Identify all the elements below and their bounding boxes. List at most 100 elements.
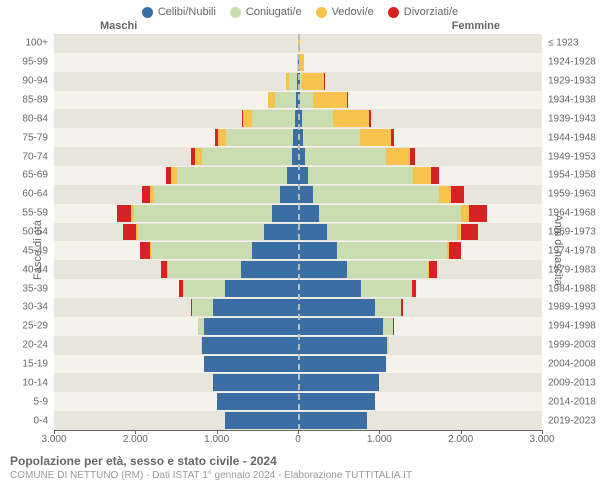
age-group-label: 60-64 xyxy=(22,189,54,200)
x-tick-label: 2.000 xyxy=(123,434,148,445)
bar-segment-married xyxy=(337,242,447,259)
birth-year-label: 2009-2013 xyxy=(542,377,596,388)
bar-segment-widowed xyxy=(386,148,410,165)
bar-segment-divorced xyxy=(451,186,464,203)
bar-segment-widowed xyxy=(461,205,468,222)
bar-segment-married xyxy=(202,148,291,165)
male-bar xyxy=(54,205,298,222)
bar-segment-divorced xyxy=(369,110,371,127)
male-header: Maschi xyxy=(100,20,137,32)
legend-item: Vedovi/e xyxy=(316,6,374,18)
bar-segment-married xyxy=(347,261,428,278)
female-bar xyxy=(298,280,542,297)
bar-segment-single xyxy=(202,337,298,354)
birth-year-label: 1954-1958 xyxy=(542,170,596,181)
age-group-label: 0-4 xyxy=(34,415,54,426)
x-tick-label: 3.000 xyxy=(529,434,554,445)
center-line xyxy=(298,34,300,430)
birth-year-label: 2004-2008 xyxy=(542,359,596,370)
birth-year-label: 1934-1938 xyxy=(542,95,596,106)
birth-year-label: 2019-2023 xyxy=(542,415,596,426)
female-bar xyxy=(298,242,542,259)
bar-segment-married xyxy=(305,148,386,165)
male-bar xyxy=(54,242,298,259)
age-group-label: 90-94 xyxy=(22,76,54,87)
age-group-label: 100+ xyxy=(25,38,54,49)
birth-year-label: 1974-1978 xyxy=(542,245,596,256)
bar-segment-widowed xyxy=(413,167,431,184)
female-bar xyxy=(298,356,542,373)
female-bar xyxy=(298,393,542,410)
female-bar xyxy=(298,110,542,127)
age-group-label: 10-14 xyxy=(22,377,54,388)
bar-segment-married xyxy=(375,299,401,316)
bar-segment-single xyxy=(298,280,361,297)
x-tick-label: 1.000 xyxy=(204,434,229,445)
legend-item: Celibi/Nubili xyxy=(142,6,216,18)
bar-segment-married xyxy=(383,318,393,335)
legend-dot xyxy=(388,7,399,18)
birth-year-label: 1929-1933 xyxy=(542,76,596,87)
female-bar xyxy=(298,412,542,429)
bar-segment-divorced xyxy=(117,205,131,222)
bar-segment-single xyxy=(280,186,298,203)
bar-segment-single xyxy=(213,299,298,316)
birth-year-label: 1994-1998 xyxy=(542,321,596,332)
bar-segment-divorced xyxy=(461,224,477,241)
bar-segment-married xyxy=(177,167,287,184)
birth-year-label: 1959-1963 xyxy=(542,189,596,200)
male-bar xyxy=(54,186,298,203)
bar-segment-married xyxy=(303,129,360,146)
female-bar xyxy=(298,186,542,203)
x-tick-label: 0 xyxy=(295,434,301,445)
bar-segment-single xyxy=(213,374,298,391)
birth-year-label: 1989-1993 xyxy=(542,302,596,313)
age-group-label: 15-19 xyxy=(22,359,54,370)
male-bar xyxy=(54,412,298,429)
female-bar xyxy=(298,54,542,71)
female-bar xyxy=(298,205,542,222)
age-group-label: 70-74 xyxy=(22,151,54,162)
bar-segment-single xyxy=(298,261,347,278)
birth-year-label: 2014-2018 xyxy=(542,396,596,407)
gender-header: Maschi Femmine xyxy=(0,20,600,32)
age-group-label: 80-84 xyxy=(22,113,54,124)
footer-sub: COMUNE DI NETTUNO (RM) - Dati ISTAT 1° g… xyxy=(10,470,590,481)
male-bar xyxy=(54,356,298,373)
x-axis: 3.0002.0001.00001.0002.0003.000 xyxy=(54,430,542,448)
bar-segment-single xyxy=(241,261,298,278)
female-bar xyxy=(298,35,542,52)
bar-segment-divorced xyxy=(123,224,136,241)
age-group-label: 55-59 xyxy=(22,208,54,219)
male-bar xyxy=(54,337,298,354)
bar-segment-single xyxy=(298,299,375,316)
bar-segment-single xyxy=(298,356,386,373)
bar-segment-widowed xyxy=(218,129,227,146)
legend-label: Vedovi/e xyxy=(332,6,374,18)
bar-segment-single xyxy=(225,412,298,429)
bar-segment-married xyxy=(252,110,294,127)
male-bar xyxy=(54,280,298,297)
female-bar xyxy=(298,261,542,278)
male-bar xyxy=(54,374,298,391)
footer-title: Popolazione per età, sesso e stato civil… xyxy=(10,454,590,468)
male-bar xyxy=(54,318,298,335)
birth-year-label: 1984-1988 xyxy=(542,283,596,294)
bar-segment-married xyxy=(313,186,439,203)
legend-dot xyxy=(316,7,327,18)
male-bar xyxy=(54,224,298,241)
female-bar xyxy=(298,73,542,90)
bar-segment-single xyxy=(298,186,313,203)
bar-segment-divorced xyxy=(410,148,415,165)
birth-year-label: 1999-2003 xyxy=(542,340,596,351)
x-tick-label: 2.000 xyxy=(448,434,473,445)
bar-segment-divorced xyxy=(393,318,394,335)
age-group-label: 85-89 xyxy=(22,95,54,106)
male-bar xyxy=(54,299,298,316)
age-group-label: 25-29 xyxy=(22,321,54,332)
bar-segment-single xyxy=(298,224,327,241)
bar-segment-divorced xyxy=(412,280,416,297)
male-bar xyxy=(54,110,298,127)
legend-label: Divorziati/e xyxy=(404,6,458,18)
bar-segment-married xyxy=(361,280,411,297)
